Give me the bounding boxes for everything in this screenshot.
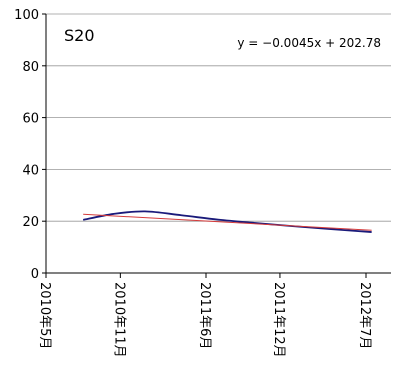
series — [82, 210, 372, 233]
y-tick-label: 80 — [22, 60, 39, 75]
x-tick-label: 2011年12月 — [271, 282, 286, 358]
grid-lines — [46, 13, 391, 222]
x-tick-label: 2011年6月 — [197, 282, 212, 349]
y-tick-label: 100 — [14, 8, 39, 23]
x-ticks: 2010年5月 2010年11月 2011年6月 2011年12月 2012年7月 — [37, 273, 372, 358]
trend-line — [83, 213, 372, 231]
y-tick-label: 20 — [22, 215, 39, 230]
data-series-line — [82, 210, 372, 233]
x-tick-label: 2010年5月 — [37, 282, 52, 349]
regression-equation: y = −0.0045x + 202.78 — [237, 36, 381, 50]
y-tick-label: 40 — [22, 163, 39, 178]
x-tick-label: 2012年7月 — [357, 282, 372, 349]
y-tick-label: 60 — [22, 112, 39, 127]
y-tick-label: 0 — [31, 267, 39, 282]
axes — [45, 14, 391, 274]
panel-label: S20 — [64, 26, 95, 45]
x-tick-label: 2010年11月 — [111, 282, 126, 358]
y-ticks: 0 20 40 60 80 100 — [14, 8, 46, 282]
